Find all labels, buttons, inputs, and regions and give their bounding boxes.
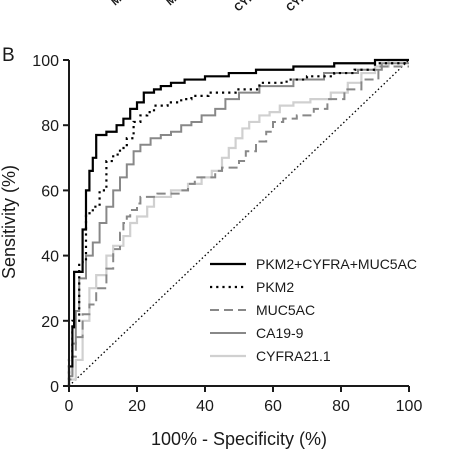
clipped-top-labels: M M CYF CYF	[109, 0, 309, 14]
panel-label: B	[2, 45, 15, 66]
x-tick-label: 0	[65, 398, 74, 415]
legend-label: MUC5AC	[256, 302, 315, 318]
clipped-top-label: CYF	[232, 0, 257, 14]
series-line-pkm2	[67, 62, 409, 386]
axis-ticks: 0 20 40 60 80 100 0 20 40 60 80 100	[32, 53, 422, 415]
legend-label: PKM2	[256, 279, 294, 295]
series-layer	[67, 58, 409, 386]
legend-label: PKM2+CYFRA+MUC5AC	[256, 256, 417, 272]
clipped-top-label: CYF	[284, 0, 309, 14]
x-axis-title: 100% - Specificity (%)	[151, 429, 327, 449]
clipped-top-label: M	[109, 0, 124, 8]
reference-diagonal-line	[68, 59, 410, 387]
legend-label: CA19-9	[256, 325, 304, 341]
y-tick-label: 40	[41, 249, 59, 266]
x-tick-label: 100	[396, 398, 423, 415]
x-tick-label: 80	[332, 398, 350, 415]
y-tick-label: 80	[41, 118, 59, 135]
y-tick-label: 20	[41, 314, 59, 331]
x-tick-label: 20	[128, 398, 146, 415]
reference-line-layer	[68, 59, 410, 387]
series-line-ca19-9	[68, 62, 409, 386]
y-tick-label: 60	[41, 183, 59, 200]
y-tick-label: 100	[32, 53, 59, 70]
x-tick-label: 60	[264, 398, 282, 415]
clipped-top-label: M	[164, 0, 179, 8]
series-line-muc5ac	[68, 65, 409, 386]
legend: PKM2+CYFRA+MUC5AC PKM2 MUC5AC CA19-9 CYFRA21…	[210, 256, 417, 364]
series-line-pkm2-cyfra-muc5ac	[67, 58, 409, 386]
y-axis-title: Sensitivity (%)	[0, 165, 19, 279]
x-tick-label: 40	[196, 398, 214, 415]
legend-label: CYFRA21.1	[256, 348, 331, 364]
y-tick-label: 0	[50, 379, 59, 396]
